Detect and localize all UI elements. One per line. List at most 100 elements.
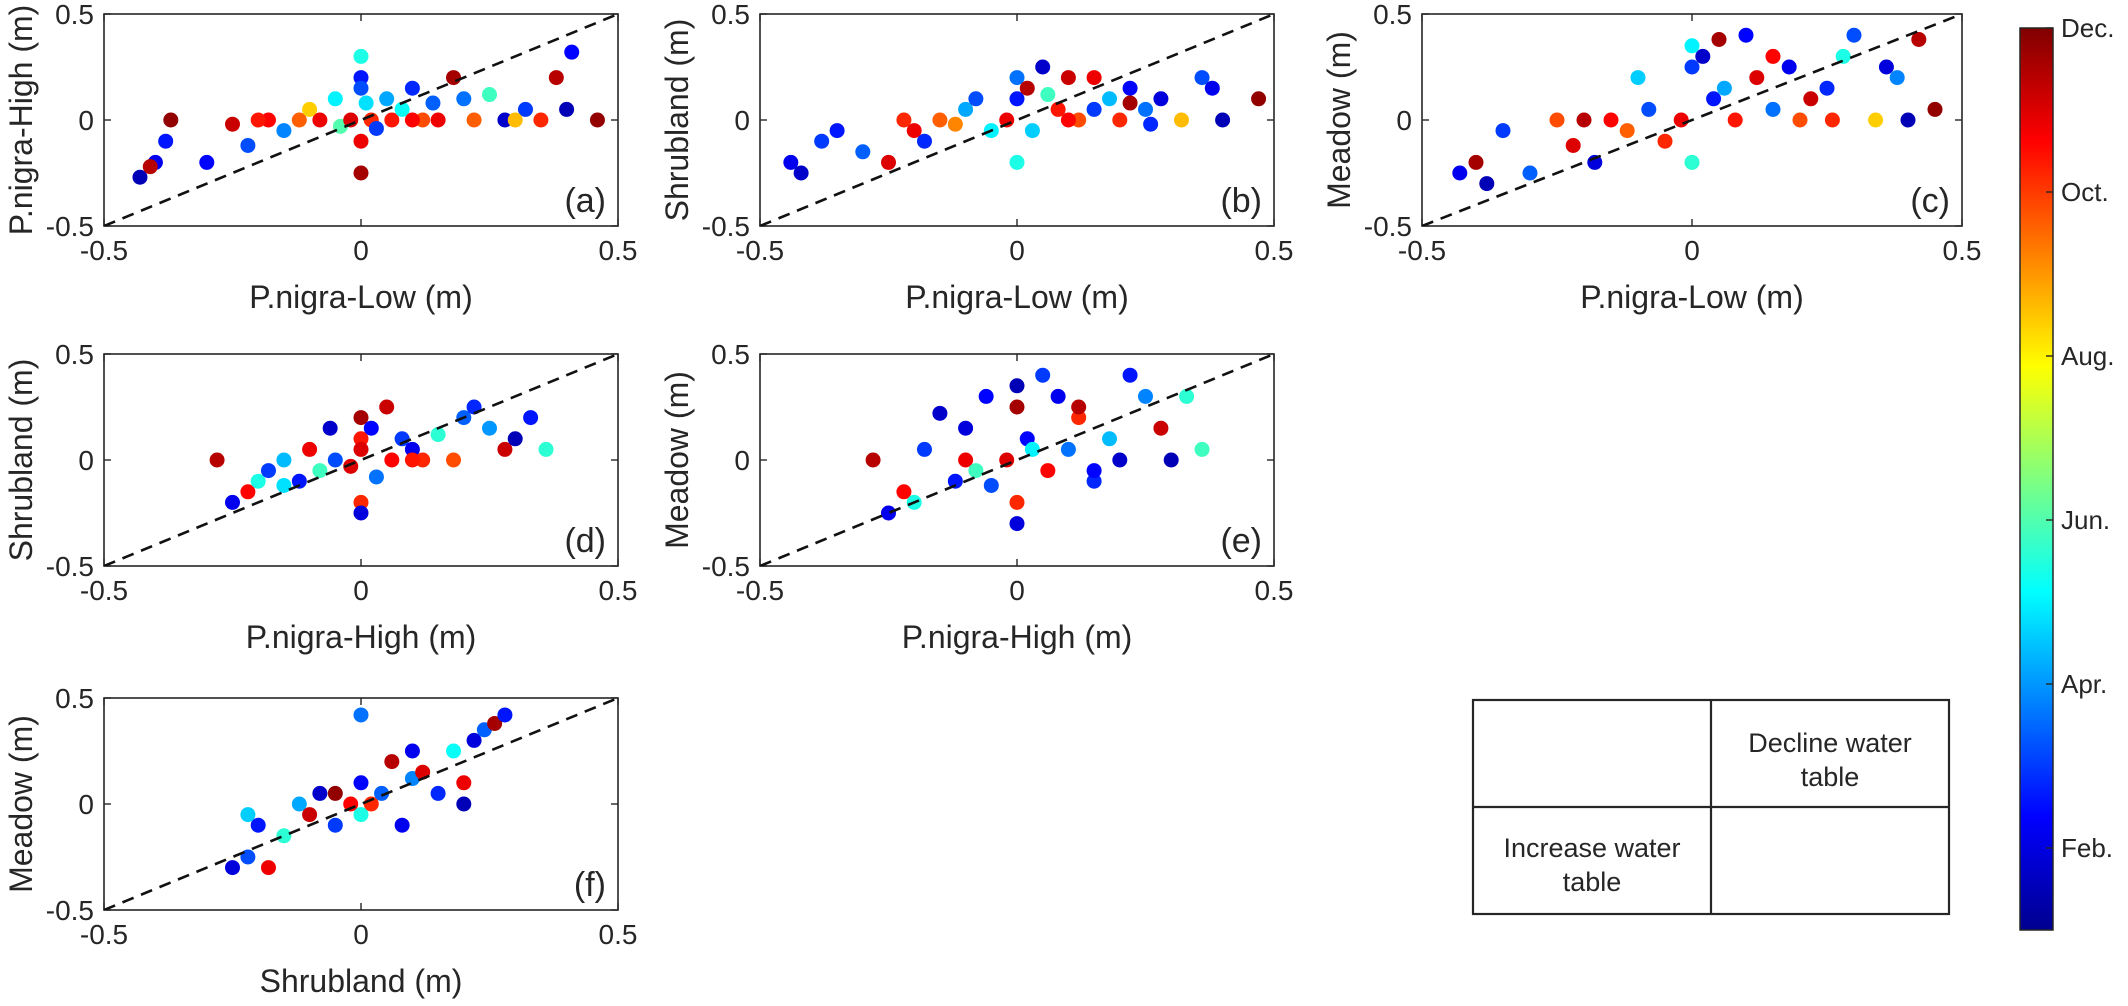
data-point (1711, 31, 1727, 47)
data-point (983, 477, 999, 493)
data-point (1009, 516, 1025, 532)
panel-label: (f) (574, 866, 606, 904)
data-point (404, 80, 420, 96)
x-tick-label: 0.5 (599, 235, 638, 266)
data-point (1749, 70, 1765, 86)
x-tick-label: 0 (353, 919, 369, 950)
data-point (1522, 165, 1538, 181)
y-tick-label: 0 (734, 445, 750, 476)
data-point (276, 477, 292, 493)
data-point (404, 441, 420, 457)
data-point (958, 420, 974, 436)
data-point (1452, 165, 1468, 181)
data-point (1102, 431, 1118, 447)
data-point (1024, 441, 1040, 457)
data-point (353, 410, 369, 426)
data-point (1009, 91, 1025, 107)
data-point (446, 743, 462, 759)
data-point (932, 112, 948, 128)
y-tick-label: 0.5 (55, 339, 94, 370)
panel-a: -0.5 0 0.5 -0.5 0 0.5 P.nigra-Low (m) P.nigra-H… (3, 0, 637, 315)
x-tick-label: 0.5 (599, 575, 638, 606)
y-axis-label: P.nigra-High (m) (3, 5, 39, 236)
data-point (1163, 452, 1179, 468)
water-table-key: Decline water table Increase water table (1471, 698, 1951, 916)
data-point (958, 101, 974, 117)
data-point (1641, 101, 1657, 117)
data-point (548, 70, 564, 86)
data-point (1706, 91, 1722, 107)
y-tick-label: 0.5 (55, 0, 94, 30)
x-tick-label: 0.5 (1255, 575, 1294, 606)
data-point (302, 101, 318, 117)
data-point (225, 116, 240, 132)
data-point (1684, 59, 1700, 75)
data-point (1215, 112, 1231, 128)
data-point (1738, 27, 1754, 43)
data-point (968, 91, 984, 107)
data-point (564, 44, 580, 60)
data-point (1765, 101, 1781, 117)
data-point (1050, 388, 1066, 404)
data-point (1781, 59, 1797, 75)
x-tick-label: 0.5 (599, 919, 638, 950)
panel-e: -0.5 0 0.5 -0.5 0 0.5 P.nigra-High (m) Meadow (… (659, 339, 1293, 655)
panel-label: (d) (564, 522, 606, 560)
data-point (881, 154, 896, 170)
data-point (260, 860, 276, 876)
x-tick-label: -0.5 (80, 919, 128, 950)
data-point (142, 159, 158, 175)
data-point (533, 112, 549, 128)
data-point (1673, 112, 1689, 128)
data-point (404, 452, 420, 468)
data-point (783, 154, 799, 170)
data-point (1035, 367, 1051, 383)
data-point (404, 743, 420, 759)
data-point (482, 420, 497, 436)
data-point (1143, 116, 1159, 132)
one-to-one-line (1422, 14, 1962, 226)
data-point (291, 112, 307, 128)
data-point (916, 133, 932, 149)
data-point (1071, 112, 1087, 128)
data-point (363, 420, 379, 436)
data-point (379, 91, 395, 107)
data-point (1060, 70, 1076, 86)
key-increase-line-1: Increase water (1503, 833, 1680, 863)
x-tick-label: 0 (1009, 575, 1025, 606)
data-point (456, 775, 472, 791)
data-point (430, 427, 446, 443)
plot-area (760, 354, 1274, 566)
y-tick-label: 0 (78, 789, 94, 820)
y-tick-label: 0 (78, 445, 94, 476)
data-point (1846, 27, 1862, 43)
panel-d: -0.5 0 0.5 -0.5 0 0.5 P.nigra-High (m) Shrublan… (3, 339, 637, 655)
data-point (814, 133, 830, 149)
data-point (379, 399, 395, 415)
y-tick-label: -0.5 (46, 895, 94, 926)
y-axis-label: Meadow (m) (1321, 31, 1357, 209)
data-point (260, 463, 276, 479)
data-point (466, 732, 482, 748)
data-point (1927, 101, 1943, 117)
one-to-one-line (104, 14, 618, 226)
data-point (384, 754, 400, 770)
y-tick-label: 0.5 (711, 0, 750, 30)
data-point (353, 505, 369, 521)
data-point (353, 431, 369, 447)
data-point (394, 101, 410, 117)
data-point (1251, 91, 1267, 107)
scatter-panels: -0.5 0 0.5 -0.5 0 0.5 P.nigra-Low (m) P.nigra-H… (3, 0, 1981, 999)
data-point (793, 165, 809, 181)
data-point (881, 505, 896, 521)
x-axis-label: Shrubland (m) (260, 963, 463, 999)
data-point (1468, 154, 1484, 170)
data-point (932, 405, 948, 421)
data-point (1835, 48, 1851, 64)
x-tick-label: -0.5 (736, 575, 784, 606)
data-point (404, 112, 420, 128)
data-point (302, 807, 318, 823)
data-point (1878, 59, 1894, 75)
data-point (1824, 112, 1840, 128)
